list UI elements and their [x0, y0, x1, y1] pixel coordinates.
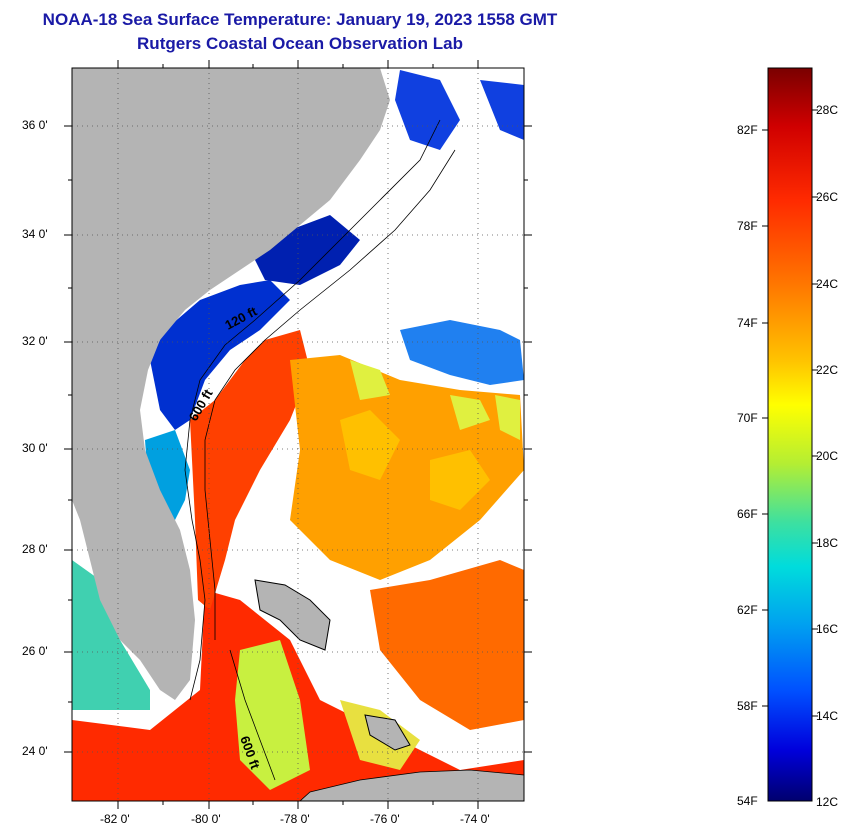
cb-c-18: 18C	[816, 536, 839, 550]
contour-120ft	[184, 119, 441, 701]
lat-label-26: 26 0'	[22, 644, 48, 658]
contour-600ft	[204, 149, 456, 640]
cb-c-12: 12C	[816, 795, 839, 809]
map-ticks	[64, 60, 532, 809]
cb-c-22: 22C	[816, 363, 839, 377]
cb-f-58: 58F	[737, 699, 758, 713]
north-shelf-water	[250, 215, 360, 285]
cb-f-74: 74F	[737, 316, 758, 330]
cb-c-28: 28C	[816, 103, 839, 117]
warm-patches	[340, 410, 490, 510]
lat-label-36: 36 0'	[22, 118, 48, 132]
cb-c-24: 24C	[816, 277, 839, 291]
land-florida-southeast	[72, 68, 390, 700]
cb-f-78: 78F	[737, 219, 758, 233]
lat-label-24: 24 0'	[22, 744, 48, 758]
cb-f-70: 70F	[737, 411, 758, 425]
colorbar-ticks	[762, 109, 818, 717]
cb-f-66: 66F	[737, 507, 758, 521]
yellow-patches	[350, 360, 520, 440]
lon-label-76: -76 0'	[370, 812, 400, 826]
lat-label-32: 32 0'	[22, 334, 48, 348]
lon-label-74: -74 0'	[460, 812, 490, 826]
lat-lon-grid	[72, 68, 524, 801]
gulf-stream	[190, 330, 310, 610]
bahamas-island	[254, 579, 331, 651]
offshore-cold-north	[395, 70, 524, 150]
cb-c-16: 16C	[816, 622, 839, 636]
lon-label-80: -80 0'	[191, 812, 221, 826]
map-title: NOAA-18 Sea Surface Temperature: January…	[42, 10, 558, 29]
lat-label-30: 30 0'	[22, 441, 48, 455]
offshore-cool-patch	[400, 320, 524, 385]
cb-c-26: 26C	[816, 190, 839, 204]
bahamas-bank-water	[235, 640, 310, 790]
bahamas-island-2	[364, 714, 411, 751]
cold-shelf-water	[150, 280, 290, 430]
cb-f-82: 82F	[737, 123, 758, 137]
colorbar	[767, 67, 813, 802]
cb-f-62: 62F	[737, 603, 758, 617]
map-subtitle: Rutgers Coastal Ocean Observation Lab	[137, 34, 463, 53]
cb-f-54: 54F	[737, 794, 758, 808]
warm-water-east	[370, 560, 524, 730]
lat-label-28: 28 0'	[22, 542, 48, 556]
contour-600ft-south	[229, 649, 276, 781]
lat-label-34: 34 0'	[22, 227, 48, 241]
south-florida-cool	[72, 560, 150, 710]
cb-c-20: 20C	[816, 449, 839, 463]
lon-label-82: -82 0'	[100, 812, 130, 826]
land-cuba	[299, 769, 524, 801]
lon-label-78: -78 0'	[280, 812, 310, 826]
cb-c-14: 14C	[816, 709, 839, 723]
